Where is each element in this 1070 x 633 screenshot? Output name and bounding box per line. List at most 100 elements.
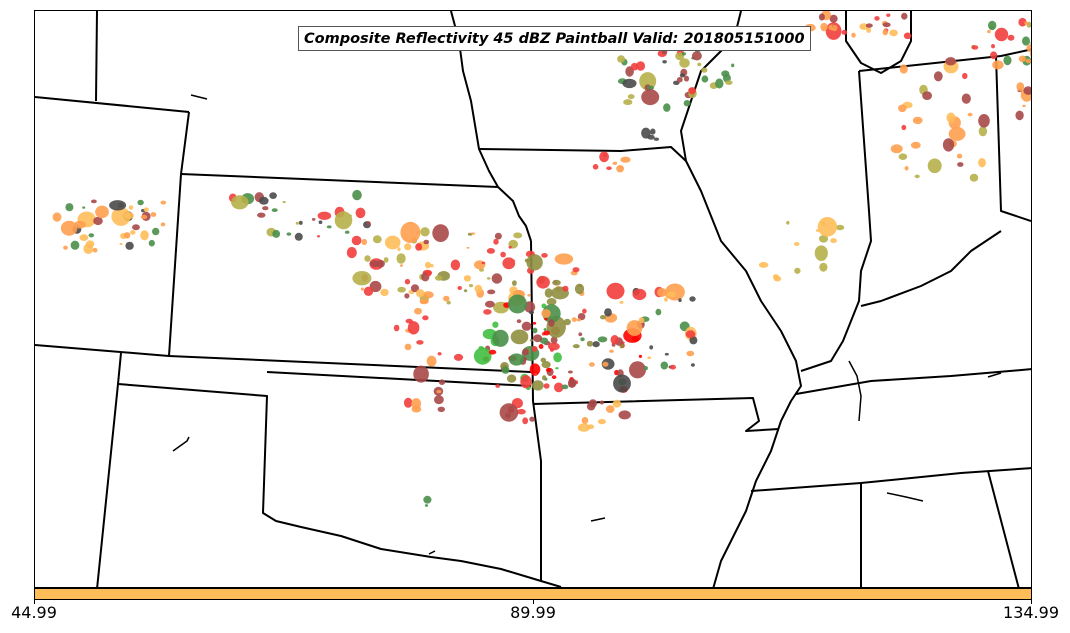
reflectivity-cell bbox=[541, 309, 551, 318]
reflectivity-cell bbox=[657, 287, 667, 297]
reflectivity-cell bbox=[688, 87, 696, 95]
reflectivity-cell bbox=[109, 200, 127, 211]
reflectivity-cell bbox=[509, 353, 524, 366]
reflectivity-cell bbox=[568, 381, 576, 388]
reflectivity-cell bbox=[543, 328, 547, 331]
border-line bbox=[35, 96, 190, 113]
reflectivity-cell bbox=[629, 361, 646, 379]
reflectivity-cell bbox=[685, 330, 696, 339]
reflectivity-cell bbox=[534, 372, 538, 376]
border-line bbox=[190, 94, 208, 100]
reflectivity-cell bbox=[502, 257, 516, 270]
reflectivity-cell bbox=[956, 153, 963, 159]
reflectivity-cell bbox=[430, 264, 434, 268]
reflectivity-cell bbox=[352, 271, 372, 286]
reflectivity-cell bbox=[610, 335, 619, 345]
reflectivity-cell bbox=[663, 103, 671, 112]
reflectivity-cell bbox=[725, 80, 733, 85]
reflectivity-cell bbox=[971, 45, 979, 50]
reflectivity-cell bbox=[1025, 58, 1031, 64]
reflectivity-cell bbox=[978, 114, 990, 128]
reflectivity-cell bbox=[901, 12, 908, 20]
reflectivity-cell bbox=[516, 319, 522, 324]
border-line bbox=[450, 11, 532, 242]
reflectivity-cell bbox=[571, 317, 577, 322]
reflectivity-cell bbox=[577, 423, 591, 432]
reflectivity-cell bbox=[464, 289, 468, 293]
map-title-box: Composite Reflectivity 45 dBZ Paintball … bbox=[298, 26, 811, 51]
reflectivity-cell bbox=[438, 379, 446, 386]
reflectivity-cell bbox=[529, 416, 535, 422]
reflectivity-cell bbox=[889, 29, 898, 37]
reflectivity-cell bbox=[546, 298, 557, 306]
reflectivity-cell bbox=[457, 286, 463, 290]
border-line bbox=[590, 517, 606, 522]
reflectivity-cell bbox=[1003, 55, 1012, 66]
map-panel: Composite Reflectivity 45 dBZ Paintball … bbox=[34, 10, 1032, 588]
reflectivity-cell bbox=[450, 259, 461, 271]
reflectivity-cell bbox=[137, 199, 144, 206]
reflectivity-cell bbox=[65, 203, 74, 212]
reflectivity-cell bbox=[683, 75, 690, 82]
reflectivity-cell bbox=[586, 340, 594, 347]
reflectivity-cell bbox=[554, 253, 574, 265]
reflectivity-cell bbox=[393, 324, 400, 332]
reflectivity-cell bbox=[638, 354, 643, 358]
reflectivity-cell bbox=[508, 294, 527, 314]
reflectivity-cell bbox=[841, 29, 848, 35]
reflectivity-cell bbox=[125, 241, 134, 250]
reflectivity-cell bbox=[259, 196, 269, 205]
reflectivity-cell bbox=[1024, 21, 1029, 25]
reflectivity-cell bbox=[318, 220, 323, 224]
reflectivity-cell bbox=[731, 63, 735, 68]
border-line bbox=[428, 550, 436, 555]
reflectivity-cell bbox=[466, 246, 470, 249]
reflectivity-cell bbox=[422, 291, 434, 299]
border-line bbox=[532, 397, 780, 432]
reflectivity-cell bbox=[403, 397, 413, 408]
reflectivity-cell bbox=[443, 295, 450, 302]
reflectivity-cell bbox=[83, 243, 94, 254]
border-line bbox=[987, 470, 1020, 587]
reflectivity-cell bbox=[619, 300, 624, 304]
reflectivity-cell bbox=[962, 72, 968, 80]
reflectivity-cell bbox=[414, 307, 422, 315]
reflectivity-cell bbox=[488, 349, 497, 355]
reflectivity-cell bbox=[647, 134, 655, 140]
reflectivity-cell bbox=[554, 382, 564, 393]
state-borders bbox=[35, 11, 1031, 587]
reflectivity-cell bbox=[483, 309, 492, 315]
reflectivity-cell bbox=[88, 233, 95, 238]
reflectivity-cell bbox=[400, 221, 421, 243]
colorbar-tick-label: 134.99 bbox=[1003, 603, 1059, 622]
reflectivity-cell bbox=[405, 318, 413, 324]
map-title: Composite Reflectivity 45 dBZ Paintball … bbox=[304, 30, 805, 47]
reflectivity-cell bbox=[404, 343, 412, 351]
reflectivity-cell bbox=[532, 321, 537, 325]
reflectivity-cell bbox=[468, 284, 474, 288]
reflectivity-cell bbox=[471, 232, 475, 235]
reflectivity-cell bbox=[1018, 55, 1027, 63]
reflectivity-cell bbox=[160, 222, 166, 227]
border-line bbox=[266, 371, 532, 387]
reflectivity-cell bbox=[372, 235, 382, 244]
reflectivity-cell bbox=[632, 288, 647, 301]
reflectivity-cell bbox=[689, 336, 698, 345]
border-line bbox=[987, 372, 1002, 378]
reflectivity-cell bbox=[904, 166, 909, 171]
border-line bbox=[848, 360, 862, 422]
reflectivity-cell bbox=[865, 23, 873, 28]
reflectivity-cell bbox=[577, 313, 586, 321]
reflectivity-cell bbox=[527, 294, 531, 297]
reflectivity-cell bbox=[132, 224, 140, 231]
reflectivity-map bbox=[35, 11, 1031, 587]
reflectivity-cell bbox=[627, 94, 635, 100]
reflectivity-cell bbox=[262, 206, 269, 211]
reflectivity-cell bbox=[257, 212, 266, 218]
reflectivity-cell bbox=[988, 20, 997, 31]
reflectivity-cell bbox=[676, 77, 683, 83]
reflectivity-cell bbox=[93, 216, 103, 226]
reflectivity-cell bbox=[679, 58, 690, 68]
reflectivity-cell bbox=[425, 261, 431, 269]
reflectivity-cell bbox=[529, 310, 534, 315]
